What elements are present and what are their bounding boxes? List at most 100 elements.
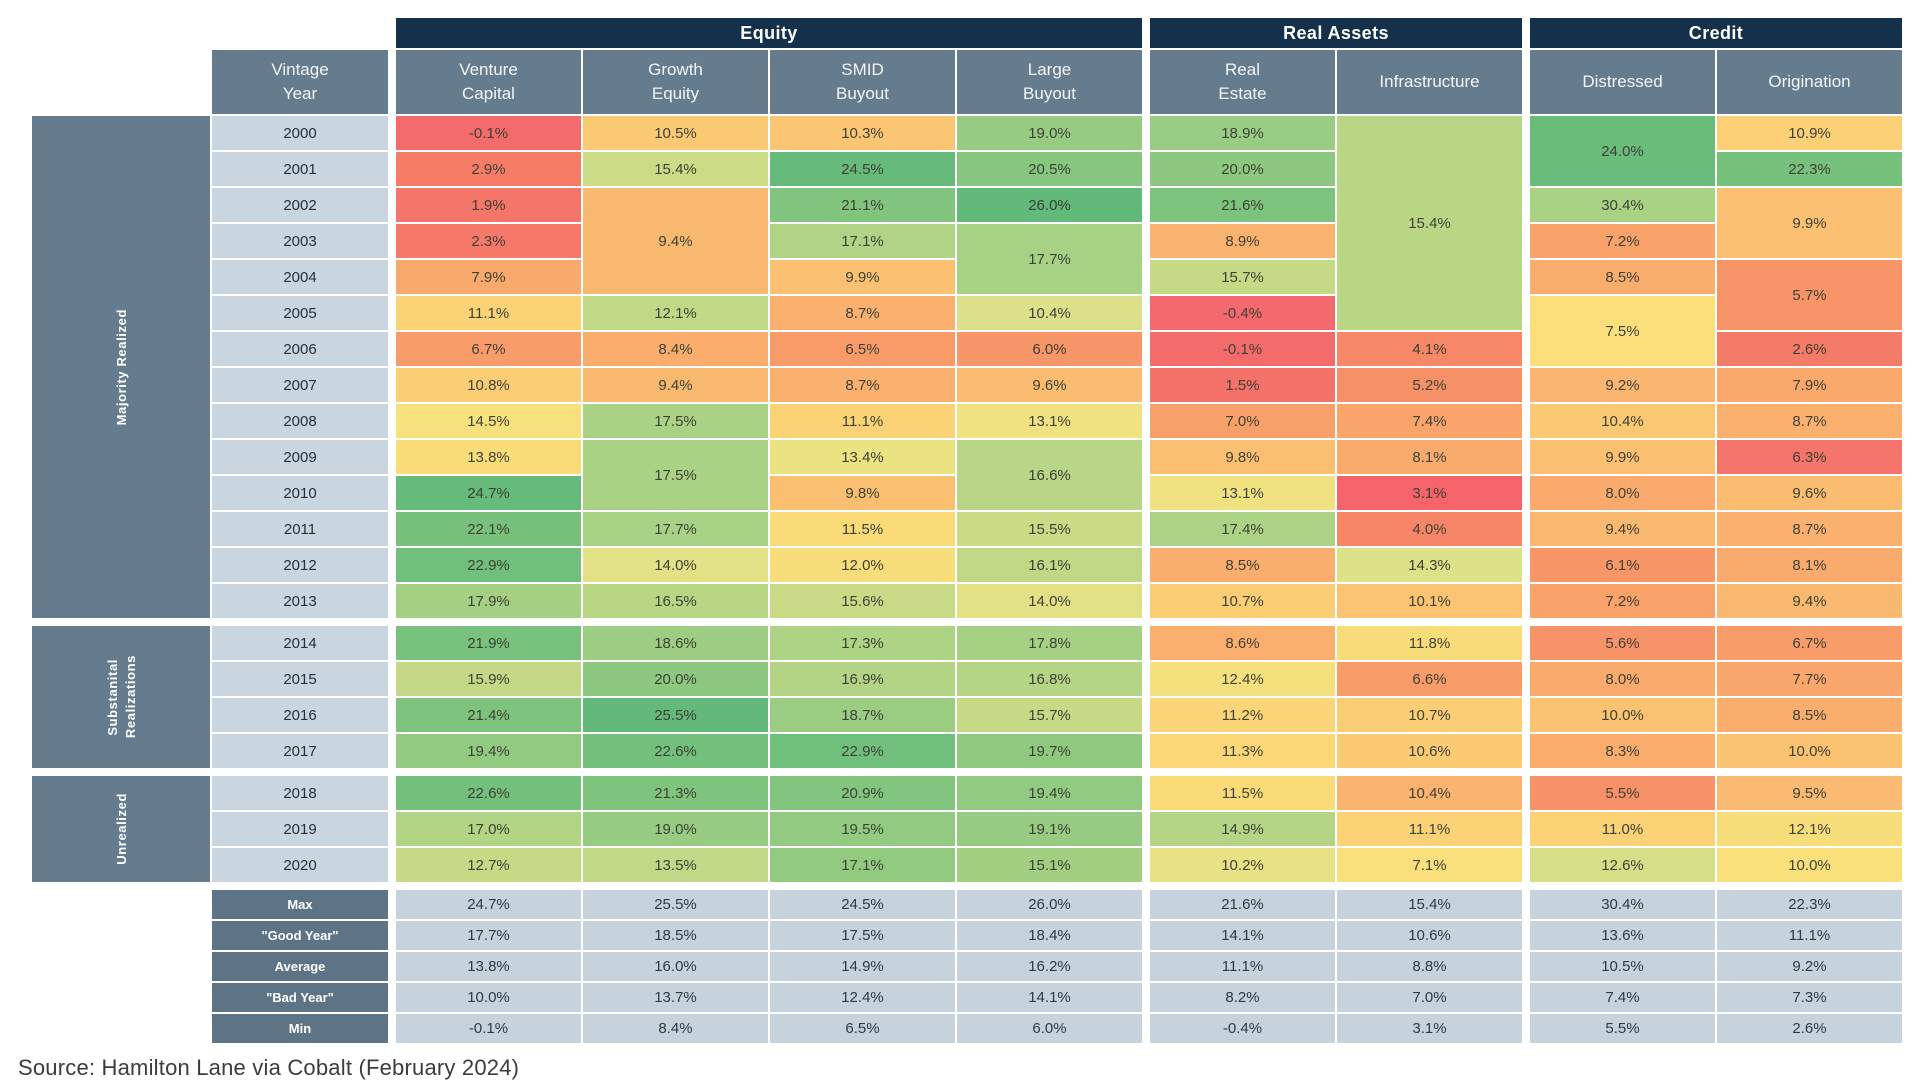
column-gap — [1144, 152, 1148, 186]
return-cell: 11.3% — [1150, 734, 1335, 768]
summary-value-cell: 25.5% — [583, 890, 768, 919]
return-cell: 14.0% — [957, 584, 1142, 618]
column-gap — [390, 50, 394, 114]
column-gap — [390, 983, 394, 1012]
return-cell: 7.2% — [1530, 584, 1715, 618]
return-cell: -0.1% — [396, 116, 581, 150]
return-cell: 8.7% — [770, 368, 955, 402]
return-cell: 18.6% — [583, 626, 768, 660]
column-gap — [390, 626, 394, 660]
column-gap — [1524, 626, 1528, 660]
return-cell: 9.6% — [957, 368, 1142, 402]
column-gap — [1144, 776, 1148, 810]
return-cell: 17.7% — [583, 512, 768, 546]
return-cell: 12.7% — [396, 848, 581, 882]
column-gap — [390, 224, 394, 258]
return-cell: 10.5% — [583, 116, 768, 150]
summary-value-cell: 18.4% — [957, 921, 1142, 950]
return-cell: 7.9% — [1717, 368, 1902, 402]
return-cell: 22.6% — [396, 776, 581, 810]
return-cell: 11.8% — [1337, 626, 1522, 660]
column-gap — [390, 1014, 394, 1043]
return-cell: 14.3% — [1337, 548, 1522, 582]
return-cell: 11.1% — [396, 296, 581, 330]
return-cell: 8.7% — [1717, 512, 1902, 546]
return-cell: 1.5% — [1150, 368, 1335, 402]
column-gap — [1144, 890, 1148, 919]
return-cell: 10.7% — [1337, 698, 1522, 732]
return-cell: 30.4% — [1530, 188, 1715, 222]
return-cell: 8.4% — [583, 332, 768, 366]
summary-value-cell: 14.1% — [957, 983, 1142, 1012]
summary-value-cell: 3.1% — [1337, 1014, 1522, 1043]
return-cell: 9.4% — [1530, 512, 1715, 546]
return-cell: 24.7% — [396, 476, 581, 510]
return-cell: 15.1% — [957, 848, 1142, 882]
return-cell: 8.0% — [1530, 476, 1715, 510]
column-gap — [1524, 921, 1528, 950]
vintage-year-cell: 2012 — [212, 548, 388, 582]
return-cell: 9.8% — [770, 476, 955, 510]
return-cell: 9.9% — [770, 260, 955, 294]
vintage-year-cell: 2016 — [212, 698, 388, 732]
column-gap — [1524, 50, 1528, 114]
summary-row-label-max: Max — [212, 890, 388, 919]
return-cell: 1.9% — [396, 188, 581, 222]
summary-value-cell: 2.6% — [1717, 1014, 1902, 1043]
column-gap — [1144, 224, 1148, 258]
column-gap — [390, 152, 394, 186]
column-gap — [390, 548, 394, 582]
vintage-year-cell: 2013 — [212, 584, 388, 618]
return-cell: 19.4% — [396, 734, 581, 768]
return-cell: 11.1% — [770, 404, 955, 438]
column-gap — [390, 952, 394, 981]
return-cell: 16.1% — [957, 548, 1142, 582]
column-gap — [390, 368, 394, 402]
column-gap — [390, 512, 394, 546]
column-gap — [390, 404, 394, 438]
return-cell: 8.1% — [1337, 440, 1522, 474]
return-cell: 8.0% — [1530, 662, 1715, 696]
row-group-label-text: Majority Realized — [113, 308, 129, 426]
return-cell: 4.1% — [1337, 332, 1522, 366]
return-cell: 5.5% — [1530, 776, 1715, 810]
row-group-label: Majority Realized — [32, 309, 210, 425]
summary-row-label-min: Min — [212, 1014, 388, 1043]
column-gap — [390, 584, 394, 618]
column-gap — [1524, 698, 1528, 732]
return-cell: 21.4% — [396, 698, 581, 732]
return-cell: 12.4% — [1150, 662, 1335, 696]
return-cell: 22.6% — [583, 734, 768, 768]
return-cell: 8.1% — [1717, 548, 1902, 582]
return-cell: 13.4% — [770, 440, 955, 474]
vintage-year-cell: 2015 — [212, 662, 388, 696]
return-cell: 16.9% — [770, 662, 955, 696]
column-gap — [1144, 476, 1148, 510]
column-gap — [1524, 584, 1528, 618]
return-cell: -0.4% — [1150, 296, 1335, 330]
return-cell: 16.6% — [957, 440, 1142, 510]
return-cell: 22.1% — [396, 512, 581, 546]
column-gap — [1524, 776, 1528, 810]
summary-row-label-average: Average — [212, 952, 388, 981]
return-cell: 9.2% — [1530, 368, 1715, 402]
vintage-year-cell: 2002 — [212, 188, 388, 222]
column-gap — [1524, 296, 1528, 330]
column-gap — [390, 734, 394, 768]
summary-value-cell: 9.2% — [1717, 952, 1902, 981]
return-cell: 6.1% — [1530, 548, 1715, 582]
return-cell: 15.7% — [957, 698, 1142, 732]
return-cell: 11.2% — [1150, 698, 1335, 732]
column-gap — [1144, 698, 1148, 732]
column-gap — [1144, 368, 1148, 402]
return-cell: 19.7% — [957, 734, 1142, 768]
column-gap — [390, 116, 394, 150]
column-gap — [1524, 548, 1528, 582]
column-gap — [1524, 890, 1528, 919]
return-cell: 20.0% — [1150, 152, 1335, 186]
summary-value-cell: 21.6% — [1150, 890, 1335, 919]
return-cell: 20.9% — [770, 776, 955, 810]
return-cell: 9.5% — [1717, 776, 1902, 810]
return-cell: 14.5% — [396, 404, 581, 438]
summary-value-cell: 18.5% — [583, 921, 768, 950]
